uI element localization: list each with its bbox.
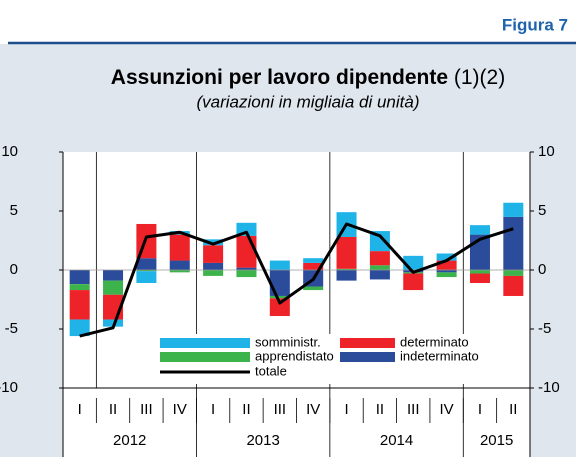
bar-segment [369, 231, 390, 252]
year-label: 2012 [113, 432, 146, 449]
bar-segment [436, 260, 457, 270]
bar-segment [69, 270, 90, 285]
x-tick-label: III [407, 401, 420, 418]
title-notes: (1)(2) [454, 66, 505, 89]
year-label: 2014 [380, 432, 413, 449]
bar-segment [269, 298, 290, 317]
bar-segment [369, 265, 390, 270]
bar-segment [336, 268, 357, 270]
x-tick-label: I [211, 401, 215, 418]
bar-segment [136, 271, 157, 283]
bar-segment [469, 273, 490, 283]
legend-swatch [340, 338, 395, 348]
legend-swatch [340, 352, 395, 362]
y-tick-label: 10 [1, 143, 18, 160]
bar-segment [236, 235, 257, 268]
bar-segment [469, 225, 490, 235]
x-tick-label: II [109, 401, 117, 418]
bar-segment [169, 270, 190, 273]
bar-segment [136, 270, 157, 272]
bar-segment [69, 284, 90, 291]
bar-segment [503, 202, 524, 217]
bar-segment [503, 275, 524, 296]
x-tick-label: IV [173, 401, 187, 418]
bar-segment [303, 258, 324, 263]
bar-segment [269, 295, 290, 299]
bar-segment [436, 272, 457, 278]
bar-segment [369, 251, 390, 266]
bar-segment [269, 260, 290, 270]
bar-segment [203, 239, 224, 246]
x-tick-label: I [344, 401, 348, 418]
legend-label: totale [255, 363, 287, 378]
y2-tick-label: 5 [538, 202, 546, 219]
chart-title: Assunzioni per lavoro dipendente (1)(2) [111, 66, 505, 89]
total-line [79, 222, 514, 338]
legend-swatch [160, 352, 250, 362]
bar-segment [203, 262, 224, 270]
y-tick-label: -5 [5, 320, 18, 337]
bar-segment [369, 270, 390, 280]
legend-label: somministr. [255, 334, 321, 349]
subtitle: (variazioni in migliaia di unità) [197, 92, 420, 111]
bar-segment [436, 253, 457, 261]
bar-segment [203, 270, 224, 276]
bar-segment [69, 290, 90, 320]
title-main: Assunzioni per lavoro dipendente [111, 66, 448, 89]
y2-tick-label: 10 [538, 143, 555, 160]
x-tick-label: I [78, 401, 82, 418]
y2-tick-label: -5 [538, 320, 551, 337]
bar-segment [169, 260, 190, 270]
bar-segment [169, 234, 190, 261]
bar-segment [303, 262, 324, 270]
legend-label: determinato [400, 334, 469, 349]
bar-segment [103, 270, 124, 281]
bar-segment [236, 270, 257, 278]
bar-segment [436, 270, 457, 273]
bar-segment [336, 270, 357, 281]
x-tick-label: II [509, 401, 517, 418]
x-tick-label: II [376, 401, 384, 418]
x-tick-label: III [140, 401, 153, 418]
y-tick-label: 0 [10, 261, 18, 278]
legend-swatch [160, 338, 250, 348]
bar-segment [203, 245, 224, 263]
bar-segment [469, 270, 490, 274]
bar-segment [403, 273, 424, 291]
bar-segment [236, 267, 257, 270]
legend-label: indeterminato [400, 348, 479, 363]
x-tick-label: II [242, 401, 250, 418]
year-label: 2015 [480, 432, 513, 449]
bar-segment [103, 280, 124, 295]
bar-segment [136, 258, 157, 270]
y2-tick-label: -10 [538, 379, 560, 396]
x-tick-label: IV [306, 401, 320, 418]
bar-segment [503, 270, 524, 276]
figure-label: Figura 7 [502, 15, 568, 34]
x-tick-label: III [274, 401, 287, 418]
year-label: 2013 [246, 432, 279, 449]
bar-segment [103, 319, 124, 327]
bar-segment [303, 286, 324, 291]
y2-tick-label: 0 [538, 261, 546, 278]
x-tick-label: IV [440, 401, 454, 418]
y-tick-label: 5 [10, 202, 18, 219]
y-tick-label: -10 [0, 379, 18, 396]
bar-segment [69, 319, 90, 337]
bar-segment [336, 236, 357, 269]
x-tick-label: I [478, 401, 482, 418]
legend-label: apprendistato [255, 348, 334, 363]
bar-segment [503, 216, 524, 270]
bar-segment [269, 270, 290, 296]
